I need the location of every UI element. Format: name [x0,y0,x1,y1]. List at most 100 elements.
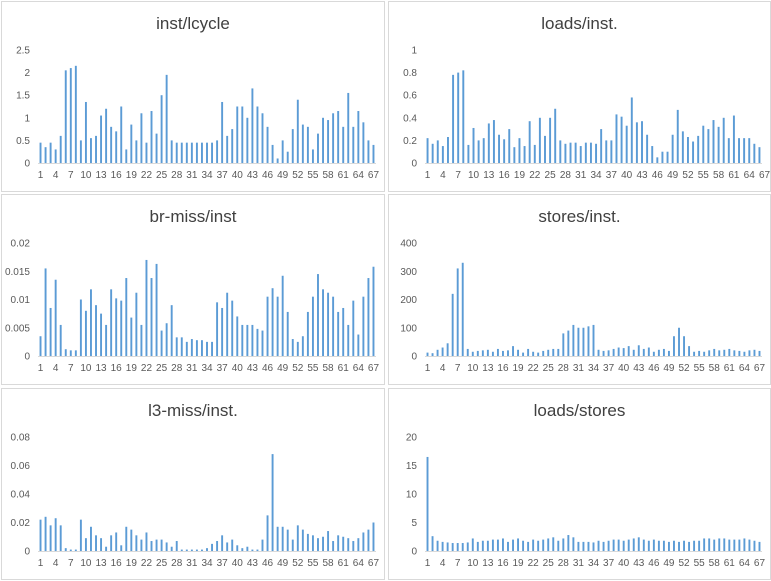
x-tick-label: 58 [323,170,335,181]
bar [206,548,208,551]
bar [140,113,143,163]
bar [175,541,178,551]
bar [79,519,82,551]
bar [552,537,555,551]
x-tick-label: 1 [38,363,44,374]
bar [276,158,279,163]
bar [426,138,429,163]
bar [517,538,520,551]
bar [362,122,365,163]
bar [322,117,324,163]
bar [554,108,557,163]
bar [627,346,630,356]
bar [69,350,72,356]
x-tick-label: 55 [307,558,319,569]
chart-title: loads/stores [533,401,626,420]
x-tick-label: 19 [512,363,524,374]
bar [311,296,314,356]
bar [441,541,444,551]
y-tick-label: 0.005 [5,323,30,334]
y-tick-label: 10 [406,490,418,501]
x-tick-label: 37 [217,558,229,569]
x-tick-label: 10 [468,170,480,181]
x-tick-label: 13 [95,558,107,569]
bar [625,125,628,163]
bar [632,538,635,551]
bar [236,545,239,551]
bar [352,541,355,551]
x-tick-label: 61 [728,170,740,181]
x-tick-label: 37 [606,170,618,181]
bar [436,140,439,163]
x-tick-label: 37 [603,558,615,569]
bar [617,347,620,356]
bar [286,529,289,551]
bar [64,548,67,551]
x-tick-label: 43 [633,558,645,569]
bar [697,135,700,163]
bar [461,262,464,356]
x-tick-label: 4 [53,558,59,569]
bar [291,129,294,163]
bar [115,298,118,356]
bar [64,70,67,163]
chart-title: inst/lcycle [156,14,230,33]
bar [327,120,330,163]
bar [666,151,669,163]
bar [251,88,254,163]
x-tick-label: 34 [590,170,602,181]
bar [642,539,645,551]
x-tick-label: 19 [512,558,524,569]
bar [160,330,163,356]
bar [150,278,153,356]
bar [317,133,319,163]
y-tick-label: 0 [411,352,417,363]
bar [496,539,499,551]
x-tick-label: 16 [111,170,123,181]
bar [160,95,163,163]
bar [39,336,42,356]
bar [372,144,375,163]
bar [347,324,350,356]
bar [367,140,370,163]
x-tick-label: 40 [621,170,633,181]
bar [587,541,590,551]
bar [447,137,449,163]
x-tick-label: 64 [739,558,751,569]
bar [337,111,340,163]
bar [110,535,113,551]
bar [327,531,330,551]
bar [610,140,613,163]
bar [332,541,335,551]
bar [572,324,575,356]
bar [372,266,375,356]
x-tick-label: 1 [38,170,44,181]
bar [723,349,726,356]
bar [125,278,128,356]
bar [723,538,726,551]
x-tick-label: 31 [186,363,198,374]
chart-svg-loads-inst: 00.20.40.60.811 4 7 10 13 16 19 22 25 28 31 34 37 40 4… [403,46,770,182]
bar [522,352,525,356]
x-tick-label: 4 [440,558,446,569]
x-tick-label: 13 [482,558,494,569]
bar [206,341,208,356]
bar [211,341,214,356]
bar [84,538,87,551]
bar [436,349,439,356]
x-tick-label: 58 [709,558,721,569]
bar [486,349,489,356]
bar [688,346,691,356]
bar [605,140,608,163]
x-tick-label: 58 [713,170,725,181]
bar [301,124,304,163]
chart-title: br-miss/inst [149,207,237,226]
bar [698,540,701,551]
bar [74,350,77,356]
chart-svg-br-miss-inst: 0 0.005 0.01 0.015 0.02 1 4 7 10 13 16 19 22 25 28 31 34… [5,239,380,375]
bar [582,541,585,551]
bar [79,299,82,356]
bar [125,526,128,551]
x-tick-label: 7 [455,558,461,569]
bar [487,123,490,163]
